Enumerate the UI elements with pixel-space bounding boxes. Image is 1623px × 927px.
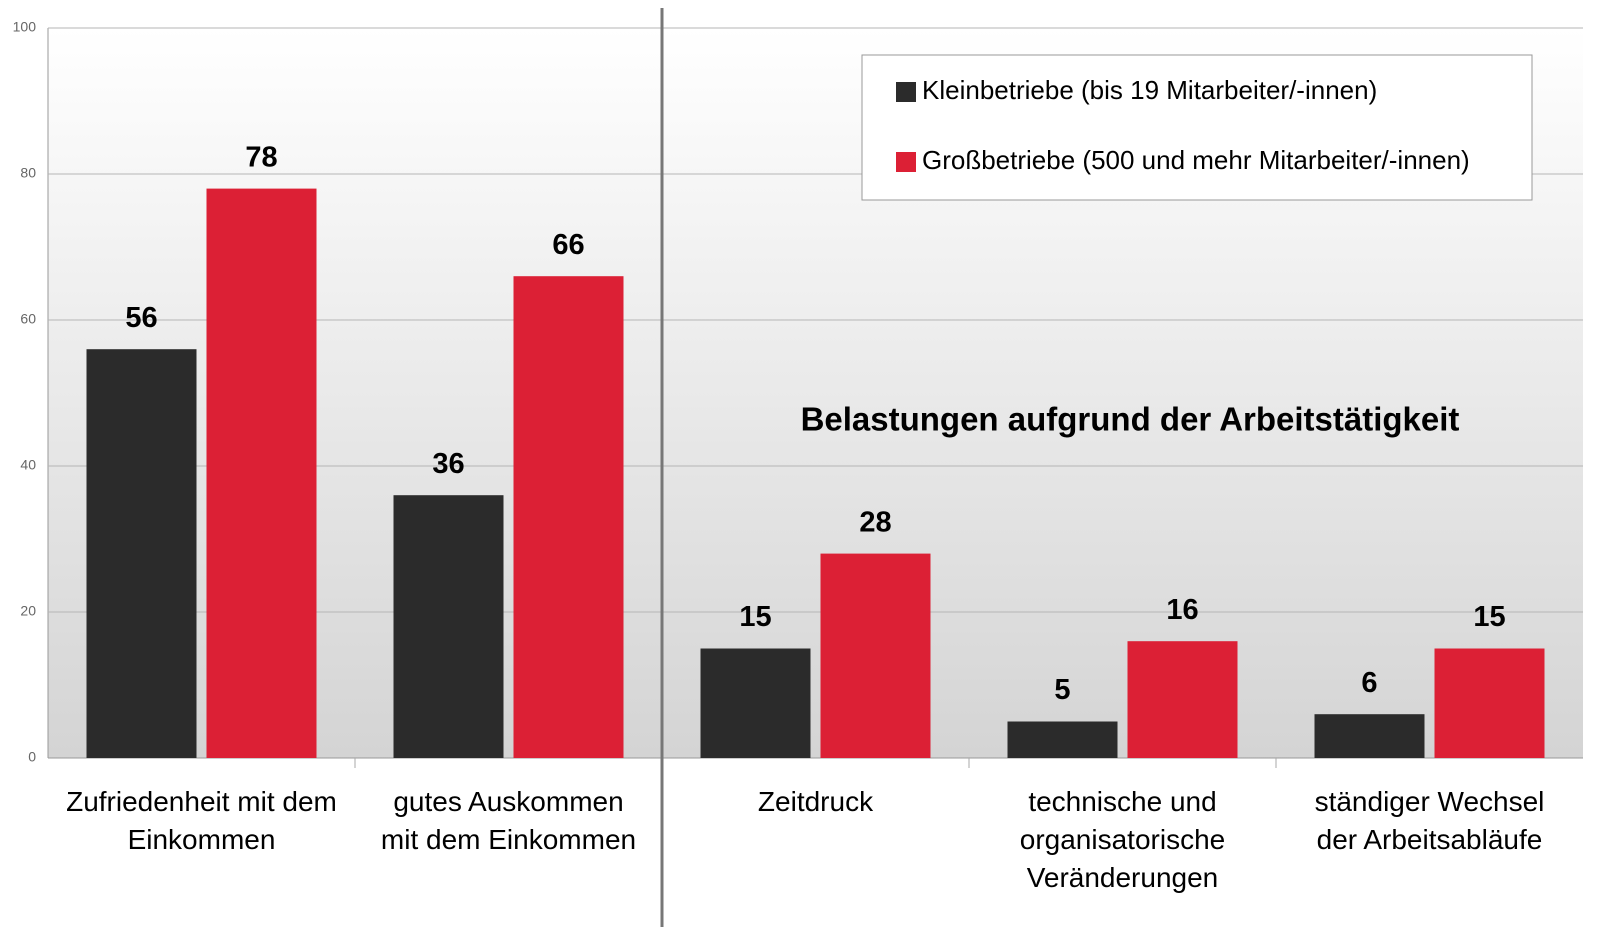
y-tick-label: 40	[20, 457, 36, 473]
value-label: 56	[125, 302, 157, 334]
x-tick-label: Zufriedenheit mit dem Einkommen	[66, 786, 337, 855]
value-label: 6	[1361, 667, 1377, 699]
x-tick-label-line: ständiger Wechsel	[1315, 786, 1545, 817]
value-label: 36	[432, 448, 464, 480]
bar	[206, 188, 317, 759]
x-tick-label: Zeitdruck	[758, 786, 874, 817]
x-tick-label-line: der Arbeitsabläufe	[1317, 824, 1543, 855]
bar	[393, 495, 504, 758]
x-tick-label-line: gutes Auskommen	[393, 786, 623, 817]
legend-label: Großbetriebe (500 und mehr Mitarbeiter/-…	[922, 145, 1470, 175]
bar	[1314, 714, 1425, 758]
x-tick-label: gutes Auskommen mit dem Einkommen	[381, 786, 636, 855]
legend-box	[861, 54, 1533, 201]
y-tick-label: 20	[20, 603, 36, 619]
x-tick-label-line: Zufriedenheit mit dem	[66, 786, 337, 817]
annotation: Belastungen aufgrund der Arbeitstätigkei…	[801, 401, 1460, 438]
x-tick-label: ständiger Wechsel der Arbeitsabläufe	[1315, 786, 1545, 855]
y-tick-label: 0	[28, 749, 36, 765]
bar	[700, 648, 811, 758]
bar	[820, 553, 931, 758]
value-label: 15	[1473, 601, 1505, 633]
y-tick-label: 60	[20, 311, 36, 327]
legend-label: Kleinbetriebe (bis 19 Mitarbeiter/-innen…	[922, 75, 1377, 105]
bar	[86, 349, 197, 758]
value-label: 5	[1054, 674, 1070, 706]
legend-swatch	[896, 82, 916, 102]
value-label: 16	[1166, 594, 1198, 626]
x-tick-label-line: Veränderungen	[1027, 862, 1219, 893]
legend-swatch	[896, 152, 916, 172]
x-tick-label-line: technische und	[1028, 786, 1216, 817]
bar	[1127, 641, 1238, 758]
bar	[513, 276, 624, 758]
value-label: 15	[739, 601, 771, 633]
x-tick-label-line: mit dem Einkommen	[381, 824, 636, 855]
x-tick-label-line: Zeitdruck	[758, 786, 874, 817]
bar	[1434, 648, 1545, 758]
value-label: 28	[859, 506, 891, 538]
y-tick-label: 80	[20, 165, 36, 181]
x-tick-label-line: Einkommen	[128, 824, 276, 855]
bar	[1007, 721, 1118, 758]
value-label: 66	[552, 229, 584, 261]
x-tick-label-line: organisatorische	[1020, 824, 1225, 855]
y-tick-label: 100	[13, 19, 37, 35]
value-label: 78	[245, 141, 277, 173]
x-tick-label: technische und organisatorische Veränderun…	[1020, 786, 1225, 893]
